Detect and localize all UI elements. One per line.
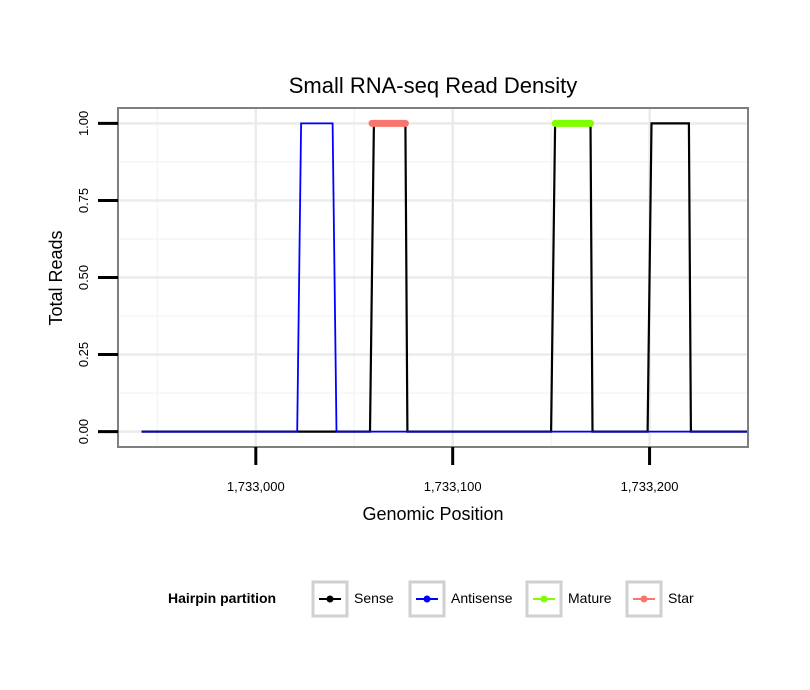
legend-label: Mature — [568, 590, 612, 606]
legend-key-box — [311, 580, 349, 618]
x-axis: 1,733,000 1,733,100 1,733,200 — [227, 447, 679, 494]
x-tick-label: 1,733,200 — [621, 479, 679, 494]
legend-label: Sense — [354, 590, 394, 606]
legend: Hairpin partition Sense Antisense Mature Sta… — [168, 580, 694, 618]
x-axis-title: Genomic Position — [362, 504, 503, 524]
y-axis: 0.00 0.25 0.50 0.75 1.00 — [76, 111, 118, 444]
legend-key-point — [423, 595, 431, 603]
y-axis-title: Total Reads — [46, 230, 66, 325]
legend-item-sense: Sense — [311, 580, 394, 618]
y-tick-label: 0.25 — [76, 342, 91, 367]
y-tick-label: 0.00 — [76, 419, 91, 444]
y-tick-label: 0.50 — [76, 265, 91, 290]
legend-item-star: Star — [625, 580, 694, 618]
y-tick-label: 1.00 — [76, 111, 91, 136]
x-tick-label: 1,733,100 — [424, 479, 482, 494]
legend-key-point — [326, 595, 334, 603]
y-tick-label: 0.75 — [76, 188, 91, 213]
legend-title: Hairpin partition — [168, 590, 276, 606]
legend-item-mature: Mature — [525, 580, 612, 618]
x-tick-label: 1,733,000 — [227, 479, 285, 494]
legend-key-box — [408, 580, 446, 618]
legend-key-point — [540, 595, 548, 603]
legend-item-antisense: Antisense — [408, 580, 513, 618]
series-line-antisense — [141, 122, 748, 433]
series-layer — [141, 119, 748, 433]
chart-title: Small RNA-seq Read Density — [289, 73, 578, 98]
legend-key-box — [525, 580, 563, 618]
legend-label: Star — [668, 590, 694, 606]
legend-label: Antisense — [451, 590, 513, 606]
legend-key-point — [640, 595, 648, 603]
gridlines — [118, 108, 748, 447]
